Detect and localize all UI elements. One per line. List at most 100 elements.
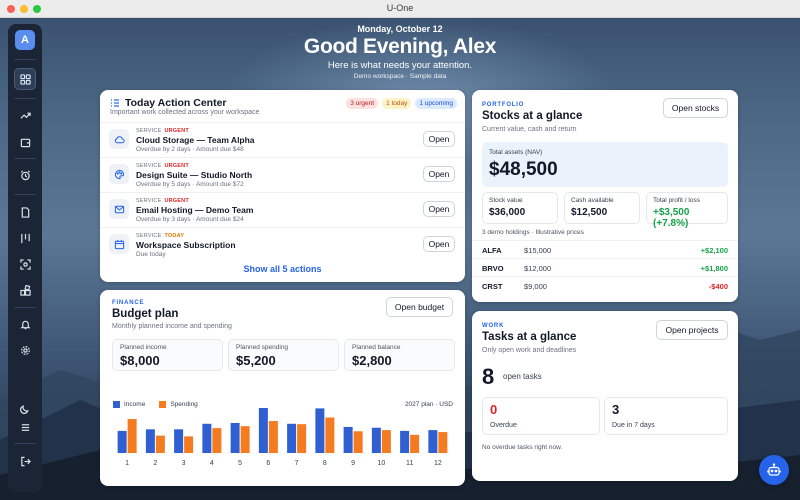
theme-toggle[interactable] bbox=[14, 397, 36, 419]
open-tasks-count: 8 bbox=[482, 364, 495, 389]
sidebar-item-scan[interactable] bbox=[14, 253, 36, 275]
stocks-title: Stocks at a glance bbox=[482, 110, 583, 122]
income-bar bbox=[117, 430, 127, 453]
stock-value-stat: Stock value $36,000 bbox=[482, 192, 558, 224]
service-label: SERVICE bbox=[136, 163, 162, 169]
settings-icon bbox=[20, 345, 30, 355]
scan-icon bbox=[19, 258, 31, 270]
tasks-title: Tasks at a glance bbox=[482, 331, 577, 343]
app-window: A bbox=[0, 18, 800, 500]
zoom-window-button[interactable] bbox=[33, 5, 41, 13]
trend-icon bbox=[19, 112, 31, 119]
overdue-label: Overdue bbox=[490, 422, 517, 429]
tasks-subtitle: Only open work and deadlines bbox=[482, 347, 577, 354]
profit-loss-stat: Total profit / loss +$3,500 (+7.8%) bbox=[646, 192, 728, 229]
sidebar-item-documents[interactable] bbox=[14, 201, 36, 223]
income-bar bbox=[230, 423, 240, 453]
chart-legend: Income Spending bbox=[113, 401, 198, 408]
divider bbox=[14, 59, 36, 60]
sidebar-item-notifications[interactable] bbox=[14, 313, 36, 335]
stat-label: Planned balance bbox=[352, 344, 401, 351]
income-bar bbox=[428, 430, 438, 453]
sidebar: A bbox=[8, 24, 42, 492]
minimize-window-button[interactable] bbox=[20, 5, 28, 13]
plan-label: 2027 plan · USD bbox=[404, 401, 453, 408]
cash-available-stat: Cash available $12,500 bbox=[564, 192, 640, 224]
holding-ticker: CRST bbox=[482, 282, 503, 291]
sidebar-item-settings[interactable] bbox=[14, 339, 36, 361]
sidebar-item-reminders[interactable] bbox=[14, 164, 36, 186]
service-label: SERVICE bbox=[136, 198, 162, 204]
table-row[interactable]: CRST $9,000 -$400 bbox=[472, 276, 738, 293]
budget-kicker: FINANCE bbox=[112, 300, 145, 306]
logout-button[interactable] bbox=[14, 450, 36, 472]
open-action-button[interactable]: Open bbox=[423, 236, 455, 252]
spending-bar bbox=[212, 428, 222, 453]
x-tick-label: 3 bbox=[182, 460, 186, 467]
wallet-icon bbox=[20, 138, 30, 147]
income-bar bbox=[145, 429, 155, 453]
sidebar-item-apps[interactable] bbox=[14, 279, 36, 301]
divider bbox=[14, 98, 36, 99]
status-badge: URGENT bbox=[164, 163, 189, 169]
tasks-kicker: WORK bbox=[482, 323, 505, 329]
holding-change: -$400 bbox=[708, 282, 728, 291]
apps-icon bbox=[19, 284, 31, 296]
stat-value: $36,000 bbox=[489, 207, 526, 218]
action-name: Workspace Subscription bbox=[136, 240, 236, 250]
spending-bar bbox=[268, 421, 278, 453]
table-row[interactable]: BRVO $12,000 +$1,800 bbox=[472, 258, 738, 275]
holding-price: $9,000 bbox=[524, 282, 547, 291]
stat-label: Stock value bbox=[489, 197, 523, 204]
divider bbox=[14, 194, 36, 195]
upcoming-badge[interactable]: 1 upcoming bbox=[415, 98, 457, 109]
sidebar-item-projects[interactable] bbox=[14, 227, 36, 249]
status-badge: TODAY bbox=[164, 233, 185, 239]
spending-bar bbox=[127, 419, 137, 453]
planned-balance-stat: Planned balance $2,800 bbox=[344, 339, 455, 371]
tasks-card: WORK Tasks at a glance Only open work an… bbox=[472, 311, 738, 481]
total-assets-value: $48,500 bbox=[489, 159, 558, 180]
spending-swatch bbox=[159, 401, 167, 408]
sidebar-item-stocks[interactable] bbox=[14, 104, 36, 126]
spending-bar bbox=[353, 431, 363, 453]
open-stocks-button[interactable]: Open stocks bbox=[663, 98, 728, 118]
spending-bar bbox=[410, 434, 420, 453]
legend-spending: Spending bbox=[170, 401, 198, 408]
holding-change: +$2,100 bbox=[700, 246, 728, 255]
action-due: Overdue by 3 days · Amount due $24 bbox=[136, 216, 244, 223]
budget-subtitle: Monthly planned income and spending bbox=[112, 323, 232, 330]
today-badge[interactable]: 1 today bbox=[382, 98, 412, 109]
table-row[interactable]: ALFA $15,000 +$2,100 bbox=[472, 240, 738, 257]
stat-label: Planned income bbox=[120, 344, 167, 351]
holding-price: $12,000 bbox=[524, 264, 552, 273]
open-action-button[interactable]: Open bbox=[423, 201, 455, 217]
assistant-button[interactable] bbox=[759, 455, 789, 485]
avatar[interactable]: A bbox=[15, 30, 35, 50]
due-soon-stat: 3 Due in 7 days bbox=[604, 397, 728, 435]
holding-ticker: BRVO bbox=[482, 264, 504, 273]
list-item: SERVICE TODAY Workspace Subscription Due … bbox=[100, 227, 465, 262]
stat-label: Planned spending bbox=[236, 344, 289, 351]
sidebar-item-budget[interactable] bbox=[14, 131, 36, 153]
open-projects-button[interactable]: Open projects bbox=[656, 320, 728, 340]
menu-button[interactable] bbox=[14, 416, 36, 438]
urgent-badge[interactable]: 3 urgent bbox=[346, 98, 379, 109]
status-badge: URGENT bbox=[164, 198, 189, 204]
income-bar bbox=[315, 408, 325, 453]
open-action-button[interactable]: Open bbox=[423, 166, 455, 182]
show-all-actions-link[interactable]: Show all 5 actions bbox=[243, 264, 322, 274]
kanban-icon bbox=[20, 233, 30, 243]
action-center-card: Today Action Center Important work colle… bbox=[100, 90, 465, 282]
open-action-button[interactable]: Open bbox=[423, 131, 455, 147]
income-swatch bbox=[113, 401, 120, 408]
sidebar-item-dashboard[interactable] bbox=[14, 68, 36, 90]
greeting-header: Monday, October 12 Good Evening, Alex He… bbox=[0, 24, 800, 80]
x-tick-label: 1 bbox=[125, 460, 129, 467]
spending-bar bbox=[297, 424, 307, 453]
action-name: Cloud Storage — Team Alpha bbox=[136, 135, 255, 145]
open-budget-button[interactable]: Open budget bbox=[386, 297, 453, 317]
action-due: Due today bbox=[136, 251, 166, 258]
tasks-note: No overdue tasks right now. bbox=[482, 444, 563, 451]
close-window-button[interactable] bbox=[7, 5, 15, 13]
